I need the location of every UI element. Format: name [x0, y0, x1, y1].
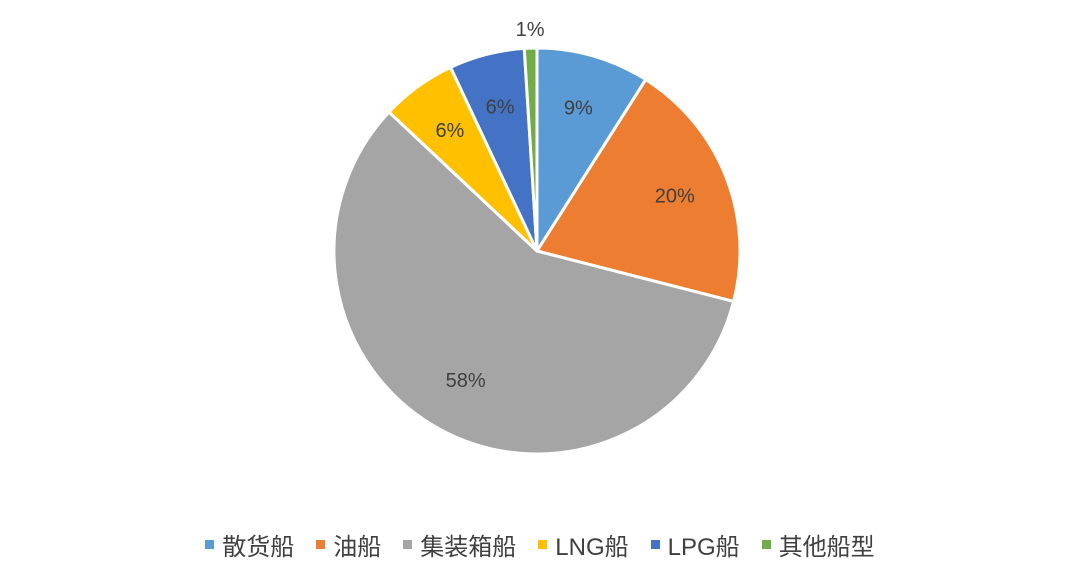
pie-data-labels: 9% 20% 58% 6% 6% 1% [435, 19, 695, 392]
legend-swatch-6 [761, 539, 771, 549]
pie-data-label-6: 1% [516, 19, 545, 41]
legend-label-2: 油船 [333, 533, 382, 561]
legend-swatch-3 [403, 539, 413, 549]
legend-swatch-5 [650, 539, 660, 549]
legend-label-4: LNG船 [555, 533, 629, 561]
legend-item-3: 集装箱船 [403, 527, 516, 562]
pie-slice-3 [332, 110, 736, 456]
pie-data-label-4: 6% [435, 120, 464, 142]
legend-item-5: LPG船 [650, 527, 740, 562]
pie-slices [332, 46, 742, 456]
pie-data-label-1: 9% [564, 98, 593, 120]
pie-data-label-2: 20% [655, 185, 695, 207]
legend-item-4: LNG船 [538, 527, 629, 562]
pie-slice-2 [535, 78, 742, 303]
legend-label-3: 集装箱船 [420, 533, 517, 561]
legend-swatch-4 [538, 539, 548, 549]
pie-slice-1 [535, 46, 648, 253]
pie-slice-6 [522, 46, 539, 253]
legend-label-6: 其他船型 [778, 533, 875, 561]
legend-swatch-2 [316, 539, 326, 549]
pie-data-label-5: 6% [486, 97, 515, 119]
legend-item-1: 散货船 [205, 527, 294, 562]
legend-item-2: 油船 [316, 527, 381, 562]
legend-label-1: 散货船 [222, 533, 295, 561]
legend-label-5: LPG船 [667, 533, 740, 561]
pie-data-label-3: 58% [446, 370, 486, 392]
chart-legend: 散货船 油船 集装箱船 LNG船 LPG船 其他船型 [0, 526, 1080, 562]
legend-swatch-1 [205, 539, 215, 549]
legend-item-6: 其他船型 [761, 527, 875, 562]
